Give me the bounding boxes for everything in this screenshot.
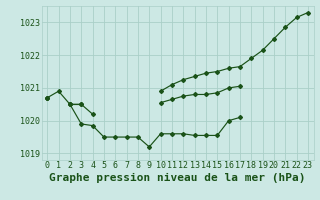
X-axis label: Graphe pression niveau de la mer (hPa): Graphe pression niveau de la mer (hPa) <box>49 173 306 183</box>
